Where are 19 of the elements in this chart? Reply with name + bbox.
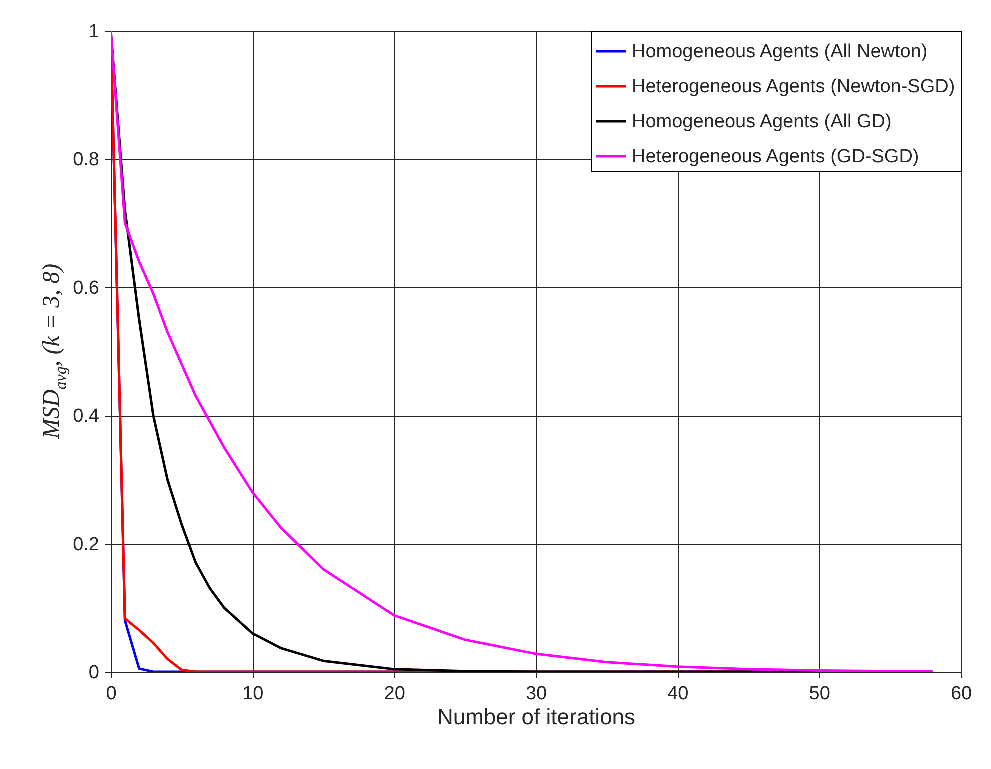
legend-label: Homogeneous Agents (All Newton)	[632, 42, 928, 62]
x-tick-label: 40	[668, 684, 689, 704]
x-tick-label: 60	[950, 684, 972, 704]
y-tick-label: 0.8	[73, 150, 100, 171]
y-tick-label: 0.4	[73, 406, 100, 428]
y-tick-label: 0.6	[73, 278, 100, 299]
x-tick-label: 50	[809, 684, 830, 704]
y-tick-label: 1	[88, 22, 100, 42]
legend-label: Heterogeneous Agents (Newton-SGD)	[632, 76, 956, 98]
x-tick-label: 20	[384, 684, 406, 704]
y-axis-title: MSDavg, (k = 3, 8)	[39, 264, 70, 440]
y-tick-label: 0	[88, 662, 100, 684]
x-tick-label: 10	[242, 684, 264, 704]
x-tick-label: 0	[106, 684, 117, 704]
y-tick-label: 0.2	[73, 534, 100, 556]
legend-label: Homogeneous Agents (All GD)	[632, 112, 892, 132]
legend-label: Heterogeneous Agents (GD-SGD)	[632, 146, 920, 168]
x-axis-title: Number of iterations	[437, 704, 636, 730]
x-tick-label: 30	[526, 684, 548, 704]
